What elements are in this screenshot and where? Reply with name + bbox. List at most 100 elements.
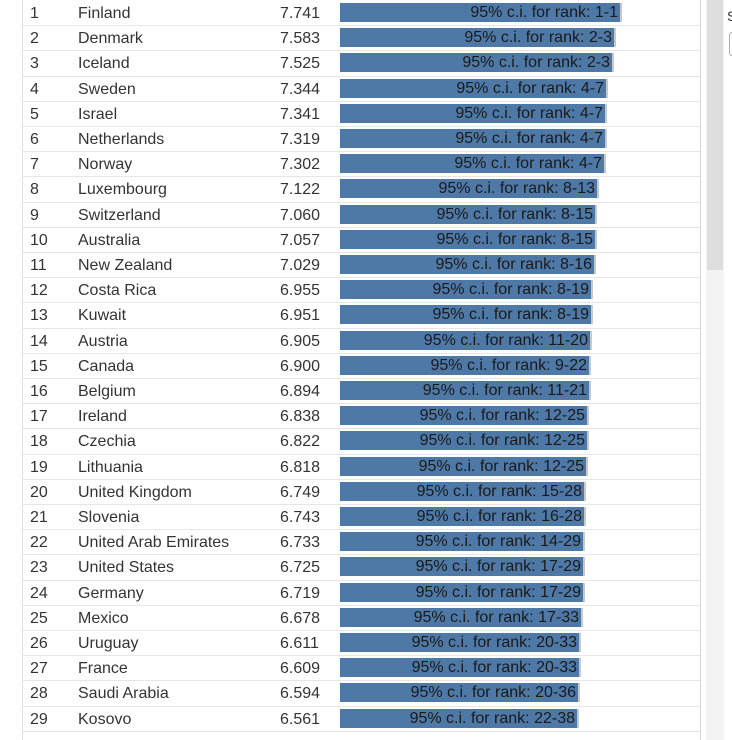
table-row: 29 Kosovo 6.561 95% c.i. for rank: 22-38	[22, 707, 700, 732]
score-bar[interactable]	[340, 633, 581, 652]
score-bar[interactable]	[340, 3, 622, 22]
country-cell: Uruguay	[78, 635, 139, 652]
ci-label: 95% c.i. for rank: 17-29	[415, 583, 581, 601]
score-bar[interactable]	[340, 582, 585, 602]
table-row: 18 Czechia 6.822 95% c.i. for rank: 12-25	[22, 429, 700, 455]
ci-label: 95% c.i. for rank: 12-25	[418, 457, 584, 475]
table-row: 13 Kuwait 6.951 95% c.i. for rank: 8-19	[22, 303, 700, 329]
table-row: 5 Israel 7.341 95% c.i. for rank: 4-7	[22, 102, 700, 127]
rank-cell: 19	[30, 458, 48, 476]
country-cell: Germany	[78, 584, 144, 602]
country-cell: Czechia	[78, 433, 136, 451]
score-bar[interactable]	[340, 179, 599, 199]
country-cell: Denmark	[78, 30, 143, 48]
ci-label: 95% c.i. for rank: 11-21	[422, 382, 587, 399]
table-left-border	[22, 0, 23, 740]
country-cell: Costa Rica	[78, 282, 157, 300]
score-cell: 7.341	[280, 105, 321, 123]
score-bar[interactable]	[340, 683, 580, 703]
ci-label: 95% c.i. for rank: 4-7	[454, 155, 602, 173]
rank-cell: 4	[30, 80, 39, 98]
score-bar[interactable]	[340, 355, 591, 375]
rank-cell: 16	[30, 383, 48, 400]
score-bar[interactable]	[340, 280, 593, 300]
score-bar[interactable]	[340, 507, 586, 526]
ci-label: 95% c.i. for rank: 9-22	[430, 356, 587, 374]
score-bar[interactable]	[340, 381, 591, 400]
score-cell: 6.905	[280, 332, 321, 350]
score-bar[interactable]	[340, 78, 608, 98]
score-bar[interactable]	[340, 129, 607, 148]
score-cell: 7.057	[280, 231, 321, 249]
score-bar[interactable]	[340, 431, 589, 451]
ci-label: 95% c.i. for rank: 22-38	[409, 709, 575, 727]
score-cell: 6.743	[280, 509, 321, 526]
score-cell: 6.894	[280, 383, 321, 400]
score-bar[interactable]	[340, 456, 588, 476]
score-bar[interactable]	[340, 154, 606, 174]
score-cell: 7.319	[280, 131, 321, 148]
score-cell: 7.344	[280, 80, 321, 98]
rank-cell: 24	[30, 584, 48, 602]
score-bar[interactable]	[340, 481, 586, 501]
score-bar[interactable]	[340, 103, 607, 123]
score-bar[interactable]	[340, 708, 579, 728]
ci-label: 95% c.i. for rank: 11-20	[423, 331, 588, 349]
rank-cell: 21	[30, 509, 48, 526]
score-cell: 7.122	[280, 181, 321, 199]
score-cell: 6.955	[280, 282, 321, 300]
rank-cell: 8	[30, 181, 39, 199]
ci-label: 95% c.i. for rank: 17-29	[415, 558, 581, 576]
score-bar[interactable]	[340, 53, 614, 73]
ci-label: 95% c.i. for rank: 8-16	[435, 256, 592, 273]
score-bar[interactable]	[340, 229, 597, 249]
rank-cell: 2	[30, 30, 39, 48]
score-cell: 6.611	[280, 635, 319, 652]
score-cell: 6.594	[280, 685, 321, 703]
ci-label: 95% c.i. for rank: 2-3	[464, 29, 612, 47]
score-bar[interactable]	[340, 255, 596, 274]
ci-label: 95% c.i. for rank: 1-1	[470, 4, 618, 21]
table-row: 26 Uruguay 6.611 95% c.i. for rank: 20-33	[22, 631, 700, 657]
rank-cell: 11	[30, 257, 47, 274]
side-panel-control[interactable]	[729, 32, 732, 56]
table-row: 25 Mexico 6.678 95% c.i. for rank: 17-33	[22, 606, 700, 631]
ci-label: 95% c.i. for rank: 15-28	[416, 482, 582, 500]
rank-cell: 13	[30, 307, 48, 325]
rank-cell: 22	[30, 534, 48, 552]
table-row: 17 Ireland 6.838 95% c.i. for rank: 12-25	[22, 404, 700, 430]
rank-cell: 9	[30, 206, 39, 224]
ci-label: 95% c.i. for rank: 12-25	[419, 407, 585, 425]
ci-label: 95% c.i. for rank: 4-7	[455, 130, 603, 147]
scrollbar-thumb[interactable]	[707, 0, 723, 270]
score-bar[interactable]	[340, 406, 589, 426]
rank-cell: 15	[30, 357, 48, 375]
country-cell: France	[78, 660, 128, 678]
country-cell: Israel	[78, 105, 118, 123]
rank-cell: 12	[30, 282, 48, 300]
ci-label: 95% c.i. for rank: 8-19	[432, 306, 589, 324]
ci-label: 95% c.i. for rank: 2-3	[462, 54, 610, 72]
score-bar[interactable]	[340, 28, 616, 48]
score-bar[interactable]	[340, 557, 585, 577]
score-cell: 7.302	[280, 156, 321, 174]
country-cell: Switzerland	[78, 206, 161, 224]
score-bar[interactable]	[340, 607, 583, 627]
country-cell: Austria	[78, 332, 128, 350]
score-bar[interactable]	[340, 204, 597, 224]
score-bar[interactable]	[340, 330, 592, 350]
country-cell: Iceland	[78, 55, 130, 73]
table-right-border	[700, 0, 701, 740]
table-row: 14 Austria 6.905 95% c.i. for rank: 11-20	[22, 329, 700, 354]
table-row: 7 Norway 7.302 95% c.i. for rank: 4-7	[22, 152, 700, 178]
country-cell: Luxembourg	[78, 181, 167, 199]
score-cell: 6.678	[280, 609, 321, 627]
score-bar[interactable]	[340, 532, 585, 552]
country-cell: Finland	[78, 5, 131, 22]
ci-label: 95% c.i. for rank: 20-33	[411, 634, 577, 651]
score-bar[interactable]	[340, 305, 593, 325]
country-cell: Kuwait	[78, 307, 127, 325]
score-cell: 7.741	[280, 5, 321, 22]
score-bar[interactable]	[340, 658, 581, 678]
rank-cell: 18	[30, 433, 48, 451]
